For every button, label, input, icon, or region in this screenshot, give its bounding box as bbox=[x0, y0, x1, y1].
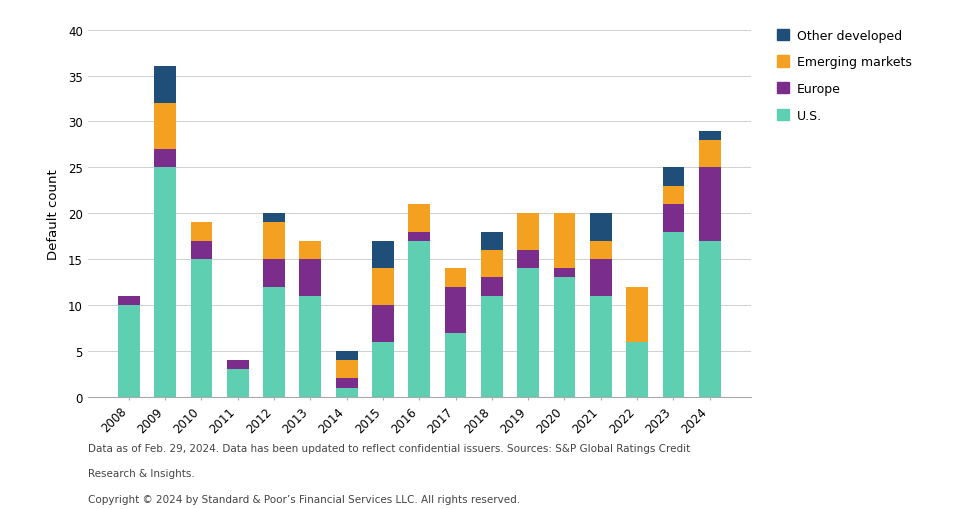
Bar bbox=[699, 241, 721, 397]
Bar bbox=[299, 296, 321, 397]
Bar bbox=[663, 186, 684, 205]
Bar bbox=[190, 260, 213, 397]
Bar bbox=[299, 260, 321, 296]
Bar bbox=[335, 360, 358, 379]
Bar bbox=[263, 223, 285, 260]
Bar bbox=[626, 342, 648, 397]
Bar bbox=[663, 205, 684, 232]
Bar bbox=[481, 232, 503, 250]
Bar bbox=[372, 241, 394, 269]
Bar bbox=[335, 388, 358, 397]
Bar bbox=[590, 296, 611, 397]
Bar bbox=[626, 287, 648, 342]
Bar bbox=[372, 305, 394, 342]
Bar bbox=[372, 342, 394, 397]
Bar bbox=[263, 260, 285, 287]
Bar bbox=[335, 379, 358, 388]
Bar bbox=[663, 168, 684, 186]
Bar bbox=[227, 360, 249, 370]
Bar bbox=[481, 250, 503, 278]
Bar bbox=[699, 131, 721, 140]
Bar bbox=[481, 296, 503, 397]
Bar bbox=[590, 214, 611, 241]
Bar bbox=[554, 278, 575, 397]
Bar bbox=[699, 168, 721, 241]
Bar bbox=[118, 305, 139, 397]
Bar bbox=[445, 287, 466, 333]
Bar bbox=[445, 333, 466, 397]
Bar bbox=[518, 214, 539, 250]
Bar bbox=[263, 287, 285, 397]
Bar bbox=[154, 67, 176, 104]
Y-axis label: Default count: Default count bbox=[47, 168, 59, 259]
Bar bbox=[409, 205, 430, 232]
Bar bbox=[409, 232, 430, 241]
Bar bbox=[335, 351, 358, 360]
Bar bbox=[590, 241, 611, 260]
Bar bbox=[154, 150, 176, 168]
Text: Copyright © 2024 by Standard & Poor’s Financial Services LLC. All rights reserve: Copyright © 2024 by Standard & Poor’s Fi… bbox=[88, 494, 520, 504]
Bar bbox=[190, 223, 213, 241]
Bar bbox=[554, 269, 575, 278]
Bar bbox=[518, 269, 539, 397]
Bar bbox=[263, 214, 285, 223]
Text: Data as of Feb. 29, 2024. Data has been updated to reflect confidential issuers.: Data as of Feb. 29, 2024. Data has been … bbox=[88, 443, 690, 453]
Bar bbox=[190, 241, 213, 260]
Bar bbox=[409, 241, 430, 397]
Bar bbox=[227, 370, 249, 397]
Text: Research & Insights.: Research & Insights. bbox=[88, 468, 194, 478]
Bar bbox=[154, 168, 176, 397]
Legend: Other developed, Emerging markets, Europe, U.S.: Other developed, Emerging markets, Europ… bbox=[777, 30, 912, 123]
Bar bbox=[154, 104, 176, 150]
Bar bbox=[299, 241, 321, 260]
Bar bbox=[590, 260, 611, 296]
Bar bbox=[699, 140, 721, 168]
Bar bbox=[118, 296, 139, 305]
Bar bbox=[554, 214, 575, 269]
Bar bbox=[663, 232, 684, 397]
Bar bbox=[481, 278, 503, 296]
Bar bbox=[445, 269, 466, 287]
Bar bbox=[372, 269, 394, 305]
Bar bbox=[518, 250, 539, 269]
